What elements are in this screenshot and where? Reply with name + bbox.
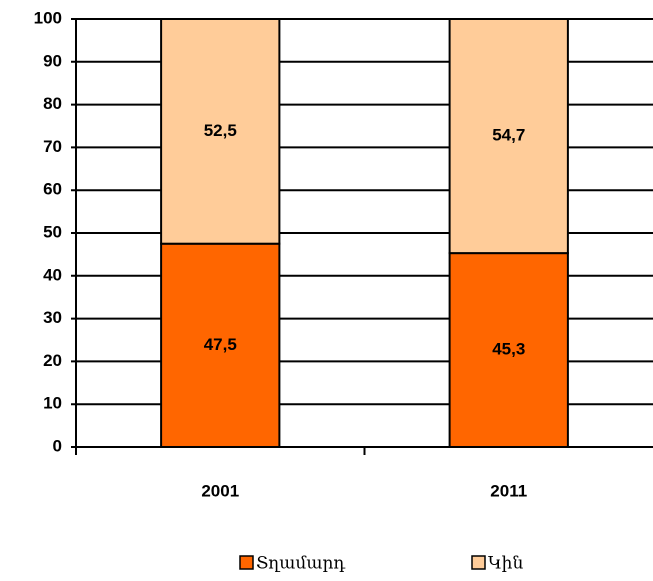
value-label: 52,5: [204, 121, 237, 140]
x-tick-label: 2011: [490, 481, 527, 500]
bar-segment: [160, 18, 281, 245]
y-tick-label: 30: [43, 308, 62, 327]
y-tick-label: 70: [43, 137, 62, 156]
legend-swatch: [239, 555, 254, 570]
bar-segment: [448, 252, 569, 448]
y-tick-label: 90: [43, 51, 62, 70]
value-label: 45,3: [492, 340, 525, 359]
y-tick-label: 50: [43, 222, 62, 241]
bar-segment: [160, 242, 281, 448]
y-tick-label: 80: [43, 94, 62, 113]
bar-segment: [448, 18, 569, 255]
legend-label: Տղամարդ: [256, 554, 345, 574]
value-label: 54,7: [492, 126, 525, 145]
x-tick-label: 2001: [201, 481, 239, 500]
y-tick-label: 60: [43, 180, 62, 199]
legend-label: Կին: [488, 554, 523, 574]
y-tick-label: 100: [34, 8, 62, 27]
y-tick-label: 20: [43, 351, 62, 370]
y-tick-label: 40: [43, 265, 62, 284]
value-label: 47,5: [204, 335, 237, 354]
legend-swatch: [471, 555, 486, 570]
y-tick-label: 10: [43, 394, 62, 413]
y-tick-label: 0: [53, 436, 62, 455]
